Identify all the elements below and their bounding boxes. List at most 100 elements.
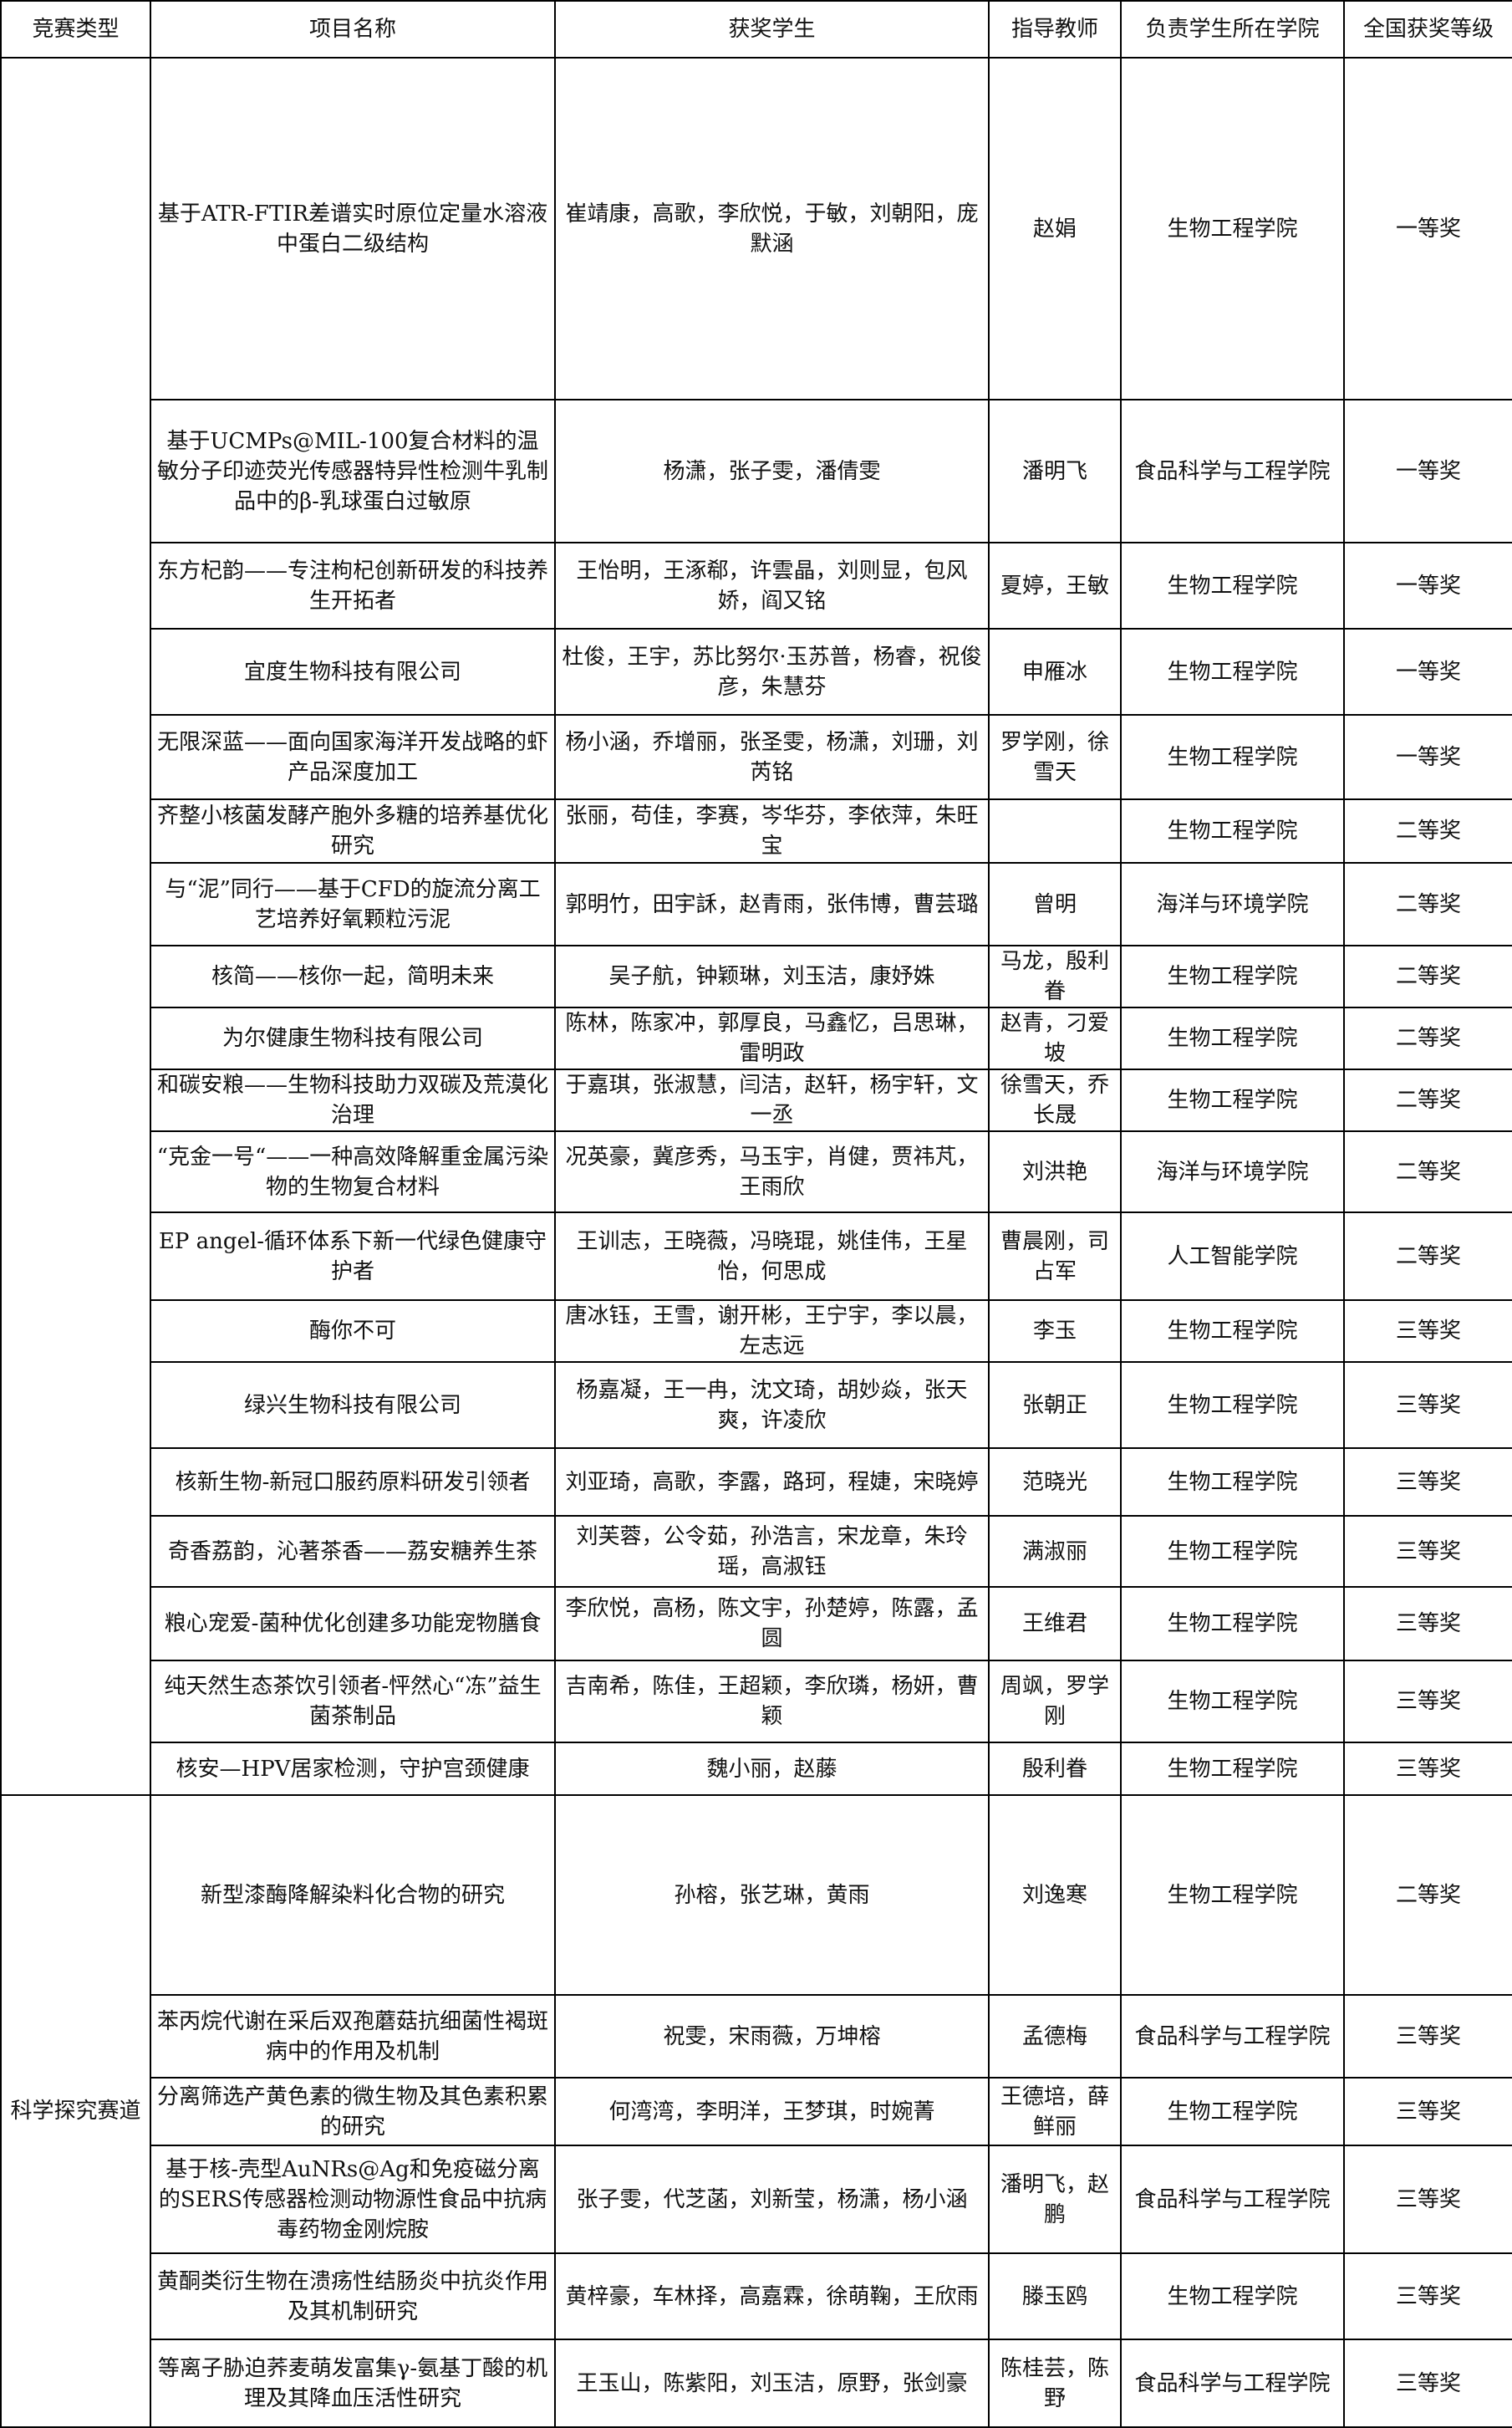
college-cell: 生物工程学院 (1120, 542, 1345, 630)
table-row: 苯丙烷代谢在采后双孢蘑菇抗细菌性褐斑病中的作用及机制 祝雯，宋雨薇，万坤榕 孟德梅食… (1, 1994, 1512, 2079)
table-row: 无限深蓝——面向国家海洋开发战略的虾产品深度加工 杨小涵，乔增丽，张圣雯，杨潇，刘… (1, 714, 1512, 800)
project-name-cell: 无限深蓝——面向国家海洋开发战略的虾产品深度加工 (150, 714, 556, 800)
college-cell: 生物工程学院 (1120, 798, 1345, 864)
award-level-cell: 三等奖 (1343, 1742, 1512, 1796)
advisor-cell: 曾明 (988, 862, 1122, 946)
students-cell: 吴子航，钟颖琳，刘玉洁，康妤姝 (554, 945, 990, 1008)
college-cell: 生物工程学院 (1120, 1299, 1345, 1363)
award-level-cell: 三等奖 (1343, 1586, 1512, 1661)
award-level-cell: 二等奖 (1343, 1130, 1512, 1213)
advisor-cell: 陈桂芸，陈野 (988, 2339, 1122, 2428)
award-level-cell: 三等奖 (1343, 1515, 1512, 1588)
project-name-cell: 粮心宠爱-菌种优化创建多功能宠物膳食 (150, 1586, 556, 1661)
students-cell: 王训志，王晓薇，冯晓琨，姚佳伟，王星怡，何思成 (554, 1211, 990, 1301)
project-name-cell: 纯天然生态茶饮引领者-怦然心“冻”益生菌茶制品 (150, 1660, 556, 1743)
project-name-cell: 核安—HPV居家检测，守护宫颈健康 (150, 1742, 556, 1796)
college-cell: 生物工程学院 (1120, 1742, 1345, 1796)
award-level-cell: 一等奖 (1343, 57, 1512, 400)
college-cell: 生物工程学院 (1120, 1447, 1345, 1517)
students-cell: 魏小丽，赵藤 (554, 1742, 990, 1796)
project-name-cell: 酶你不可 (150, 1299, 556, 1363)
header-project: 项目名称 (150, 0, 556, 59)
table-row: 为尔健康生物科技有限公司 陈林，陈家冲，郭厚良，马鑫忆，吕思琳，雷明政 赵青，刁爱坡… (1, 1007, 1512, 1070)
project-name-cell: 为尔健康生物科技有限公司 (150, 1007, 556, 1070)
students-cell: 祝雯，宋雨薇，万坤榕 (554, 1994, 990, 2079)
college-cell: 生物工程学院 (1120, 1660, 1345, 1743)
students-cell: 杨小涵，乔增丽，张圣雯，杨潇，刘珊，刘芮铭 (554, 714, 990, 800)
advisor-cell: 殷利眷 (988, 1742, 1122, 1796)
advisor-cell: 徐雪天，乔长晟 (988, 1069, 1122, 1132)
award-level-cell: 三等奖 (1343, 2252, 1512, 2340)
college-cell: 生物工程学院 (1120, 945, 1345, 1008)
project-name-cell: 基于核-壳型AuNRs@Ag和免疫磁分离的SERS传感器检测动物源性食品中抗病毒… (150, 2145, 556, 2254)
advisor-cell: 王维君 (988, 1586, 1122, 1661)
college-cell: 生物工程学院 (1120, 1361, 1345, 1449)
table-row: 酶你不可 唐冰钰，王雪，谢开彬，王宁宇，李以晨，左志远 李玉 生物工程学院 三等奖 (1, 1299, 1512, 1363)
header-college: 负责学生所在学院 (1120, 0, 1345, 59)
project-name-cell: 新型漆酶降解染料化合物的研究 (150, 1794, 556, 1996)
award-level-cell: 三等奖 (1343, 1660, 1512, 1743)
table-body: 基于ATR-FTIR差谱实时原位定量水溶液中蛋白二级结构 崔靖康，高歌，李欣悦，于… (0, 57, 1512, 2428)
advisor-cell: 潘明飞，赵鹏 (988, 2145, 1122, 2254)
college-cell: 食品科学与工程学院 (1120, 1994, 1345, 2079)
table-row: 绿兴生物科技有限公司 杨嘉凝，王一冉，沈文琦，胡妙焱，张天爽，许凌欣 张朝正 生物工程… (1, 1361, 1512, 1449)
college-cell: 生物工程学院 (1120, 628, 1345, 716)
college-cell: 生物工程学院 (1120, 714, 1345, 800)
table-row: 黄酮类衍生物在溃疡性结肠炎中抗炎作用及其机制研究 黄梓豪，车林择，高嘉霖，徐萌鞠，… (1, 2252, 1512, 2340)
project-name-cell: 和碳安粮——生物科技助力双碳及荒漠化治理 (150, 1069, 556, 1132)
advisor-cell: 夏婷，王敏 (988, 542, 1122, 630)
students-cell: 况英豪，冀彦秀，马玉宇，肖健，贾祎芃，王雨欣 (554, 1130, 990, 1213)
advisor-cell: 赵青，刁爱坡 (988, 1007, 1122, 1070)
students-cell: 陈林，陈家冲，郭厚良，马鑫忆，吕思琳，雷明政 (554, 1007, 990, 1070)
students-cell: 吉南希，陈佳，王超颖，李欣璘，杨妍，曹颖 (554, 1660, 990, 1743)
college-cell: 生物工程学院 (1120, 1515, 1345, 1588)
college-cell: 生物工程学院 (1120, 1794, 1345, 1996)
table-row: 基于核-壳型AuNRs@Ag和免疫磁分离的SERS传感器检测动物源性食品中抗病毒… (1, 2145, 1512, 2254)
project-name-cell: 东方杞韵——专注枸杞创新研发的科技养生开拓者 (150, 542, 556, 630)
advisor-cell: 申雁冰 (988, 628, 1122, 716)
project-name-cell: 核新生物-新冠口服药原料研发引领者 (150, 1447, 556, 1517)
table-row: 基于UCMPs@MIL-100复合材料的温敏分子印迹荧光传感器特异性检测牛乳制品… (1, 399, 1512, 543)
project-name-cell: 齐整小核菌发酵产胞外多糖的培养基优化研究 (150, 798, 556, 864)
table-row: 粮心宠爱-菌种优化创建多功能宠物膳食 李欣悦，高杨，陈文宇，孙楚婷，陈露，孟圆 王维… (1, 1586, 1512, 1661)
advisor-cell: 罗学刚，徐雪天 (988, 714, 1122, 800)
project-name-cell: 基于UCMPs@MIL-100复合材料的温敏分子印迹荧光传感器特异性检测牛乳制品… (150, 399, 556, 543)
students-cell: 黄梓豪，车林择，高嘉霖，徐萌鞠，王欣雨 (554, 2252, 990, 2340)
students-cell: 于嘉琪，张淑慧，闫洁，赵轩，杨宇轩，文一丞 (554, 1069, 990, 1132)
advisor-cell: 周飒，罗学刚 (988, 1660, 1122, 1743)
students-cell: 杨潇，张子雯，潘倩雯 (554, 399, 990, 543)
college-cell: 生物工程学院 (1120, 1586, 1345, 1661)
award-level-cell: 二等奖 (1343, 1007, 1512, 1070)
advisor-cell: 刘洪艳 (988, 1130, 1122, 1213)
advisor-cell (988, 798, 1122, 864)
award-level-cell: 二等奖 (1343, 862, 1512, 946)
table-row: 东方杞韵——专注枸杞创新研发的科技养生开拓者 王怡明，王涿郗，许雲晶，刘则显，包风… (1, 542, 1512, 630)
project-name-cell: EP angel-循环体系下新一代绿色健康守护者 (150, 1211, 556, 1301)
award-level-cell: 二等奖 (1343, 945, 1512, 1008)
project-name-cell: “克金一号“——一种高效降解重金属污染物的生物复合材料 (150, 1130, 556, 1213)
project-name-cell: 核简——核你一起，简明未来 (150, 945, 556, 1008)
table-row: 基于ATR-FTIR差谱实时原位定量水溶液中蛋白二级结构 崔靖康，高歌，李欣悦，于… (0, 57, 1512, 1796)
students-cell: 杜俊，王宇，苏比努尔·玉苏普，杨睿，祝俊彦，朱慧芬 (554, 628, 990, 716)
table-row: 分离筛选产黄色素的微生物及其色素积累的研究 何湾湾，李明洋，王梦琪，时婉菁 王德培，… (1, 2077, 1512, 2146)
award-level-cell: 一等奖 (1343, 399, 1512, 543)
students-cell: 刘芙蓉，公令茹，孙浩言，宋龙章，朱玲瑶，高淑钰 (554, 1515, 990, 1588)
students-cell: 王玉山，陈紫阳，刘玉洁，原野，张剑豪 (554, 2339, 990, 2428)
students-cell: 唐冰钰，王雪，谢开彬，王宁宇，李以晨，左志远 (554, 1299, 990, 1363)
advisor-cell: 潘明飞 (988, 399, 1122, 543)
college-cell: 人工智能学院 (1120, 1211, 1345, 1301)
award-level-cell: 一等奖 (1343, 542, 1512, 630)
students-cell: 郭明竹，田宇訸，赵青雨，张伟博，曹芸璐 (554, 862, 990, 946)
header-row: 竞赛类型 项目名称 获奖学生 指导教师 负责学生所在学院 全国获奖等级 (0, 0, 1512, 59)
award-level-cell: 三等奖 (1343, 1994, 1512, 2079)
project-name-cell: 黄酮类衍生物在溃疡性结肠炎中抗炎作用及其机制研究 (150, 2252, 556, 2340)
award-level-cell: 二等奖 (1343, 1069, 1512, 1132)
category-cell: 科学探究赛道 (0, 1794, 151, 2428)
advisor-cell: 赵娟 (988, 57, 1122, 400)
award-level-cell: 一等奖 (1343, 628, 1512, 716)
award-level-cell: 一等奖 (1343, 714, 1512, 800)
college-cell: 生物工程学院 (1120, 1007, 1345, 1070)
college-cell: 生物工程学院 (1120, 1069, 1345, 1132)
project-name-cell: 分离筛选产黄色素的微生物及其色素积累的研究 (150, 2077, 556, 2146)
students-cell: 孙榕，张艺琳，黄雨 (554, 1794, 990, 1996)
